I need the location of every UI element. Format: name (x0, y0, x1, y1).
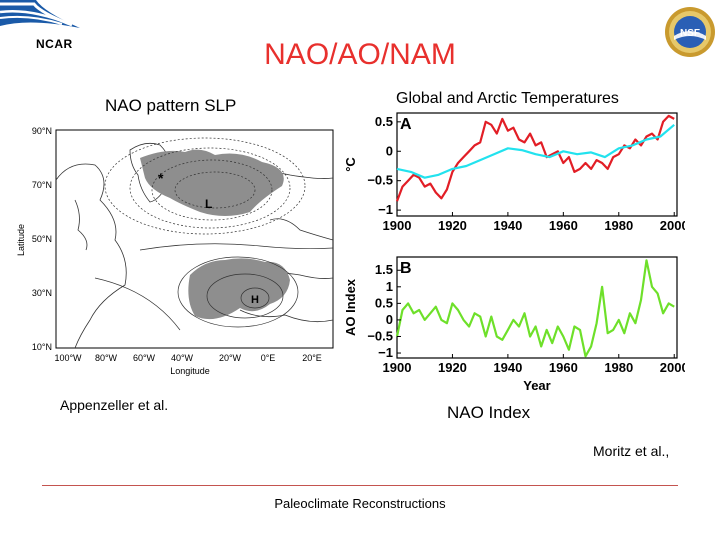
lat-tick-30: 30°N (32, 288, 52, 298)
lat-tick-10: 10°N (32, 342, 52, 352)
lat-tick-90: 90°N (32, 126, 52, 136)
nao-map: L H * 90°N 70°N 50°N 30°N 10°N 100°W 80°… (16, 126, 334, 376)
chart-a: 1900 1920 1940 1960 1980 2000 −1 −0.5 0 0.5 A °C (343, 112, 685, 233)
lon-ticks: 100°W 80°W 60°W 40°W 20°W 0°E 20°E (54, 353, 321, 363)
lon-tick-40w: 40°W (171, 353, 194, 363)
y-tick-label: −1 (378, 345, 393, 360)
lon-tick-0e: 0°E (261, 353, 276, 363)
lat-ticks: 90°N 70°N 50°N 30°N 10°N (32, 126, 52, 352)
footer-text: Paleoclimate Reconstructions (274, 496, 446, 511)
y-tick-label: −0.5 (367, 173, 393, 188)
nsf-logo-text: NSF (680, 28, 700, 39)
lon-tick-60w: 60°W (133, 353, 156, 363)
panel-label: B (400, 260, 412, 277)
y-tick-label: 0.5 (375, 114, 393, 129)
map-ylabel: Latitude (16, 224, 26, 256)
citation-moritz: Moritz et al., (593, 443, 670, 459)
x-tick-label: 1940 (493, 218, 522, 233)
footer-divider (42, 485, 678, 486)
series-line-arctic (395, 114, 675, 202)
panel-label: A (400, 116, 412, 133)
y-axis-label: °C (343, 157, 358, 172)
x-tick-label: 1900 (383, 360, 412, 375)
low-label: L (205, 197, 212, 211)
ncar-logo-text: NCAR (36, 37, 73, 51)
x-tick-label: 1980 (604, 360, 633, 375)
nao-index-caption: NAO Index (447, 403, 531, 422)
y-axis-label: AO Index (343, 278, 358, 336)
map-xlabel: Longitude (170, 366, 210, 376)
slide-title: NAO/AO/NAM (264, 38, 456, 71)
nsf-logo: NSF (664, 6, 716, 58)
y-tick-label: −1 (378, 202, 393, 217)
lat-tick-70: 70°N (32, 180, 52, 190)
plot-frame (396, 256, 678, 359)
high-label: H (251, 294, 259, 306)
y-tick-label: −0.5 (367, 328, 393, 343)
x-tick-label: 1960 (549, 360, 578, 375)
coastlines (55, 142, 334, 349)
x-tick-label: 1940 (493, 360, 522, 375)
lon-tick-100w: 100°W (54, 353, 82, 363)
lon-tick-80w: 80°W (95, 353, 118, 363)
chart-b: 1900 1920 1940 1960 1980 2000 −1 −0.50 0.51 1.5 B A… (343, 256, 685, 393)
y-tick-label: 0.5 (375, 295, 393, 310)
x-tick-label: 1960 (549, 218, 578, 233)
x-tick-label: 1900 (383, 218, 412, 233)
plot-frame (396, 112, 678, 217)
x-tick-label: 1920 (438, 360, 467, 375)
lon-tick-20w: 20°W (219, 353, 242, 363)
x-tick-label: 2000 (660, 218, 685, 233)
positive-contours (94, 243, 334, 331)
y-tick-label: 0 (386, 312, 393, 327)
series-line-ao-index (395, 259, 675, 358)
y-tick-label: 1 (386, 279, 393, 294)
map-title: NAO pattern SLP (105, 96, 237, 115)
x-tick-label: 1980 (604, 218, 633, 233)
x-tick-label: 2000 (660, 360, 685, 375)
citation-appenzeller: Appenzeller et al. (60, 397, 169, 413)
star-label: * (158, 170, 164, 186)
series-line-global (396, 123, 675, 179)
y-tick-label: 0 (386, 143, 393, 158)
nsf-seal-icon: NSF (665, 7, 715, 57)
x-axis-label: Year (523, 378, 550, 393)
negative-contours (104, 137, 306, 235)
lat-tick-50: 50°N (32, 234, 52, 244)
temperature-chart-title: Global and Arctic Temperatures (396, 90, 619, 107)
ncar-swoosh-icon (0, 0, 80, 28)
x-tick-label: 1920 (438, 218, 467, 233)
lon-tick-20e: 20°E (302, 353, 322, 363)
high-pressure-region (188, 258, 290, 320)
y-tick-label: 1.5 (375, 262, 393, 277)
